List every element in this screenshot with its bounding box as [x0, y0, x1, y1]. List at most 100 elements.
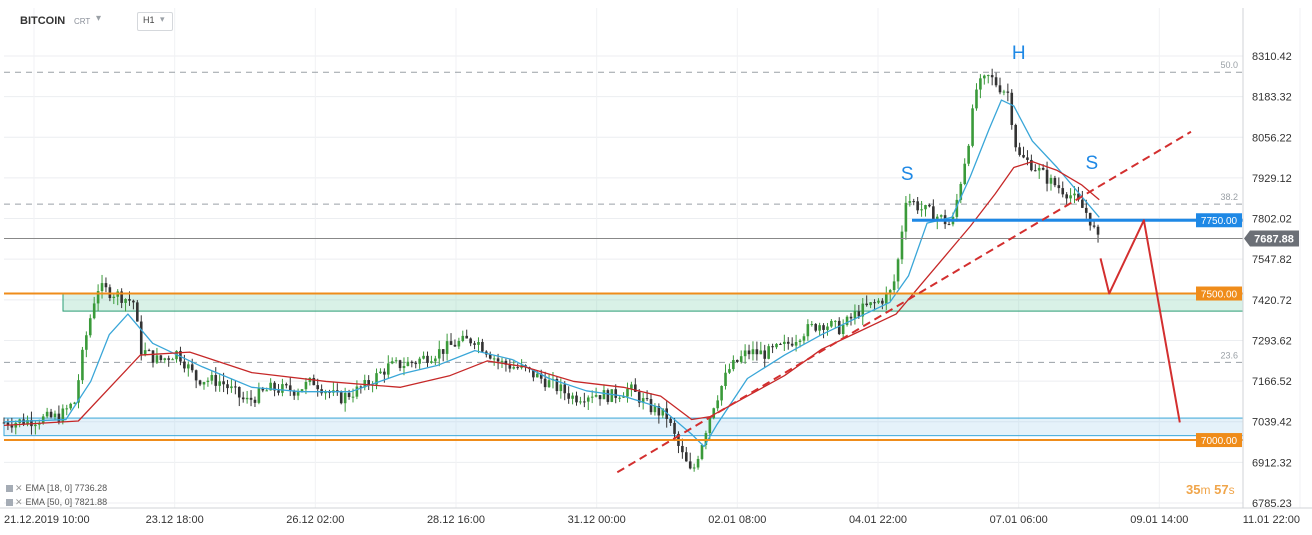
- y-tick-label: 6785.23: [1252, 498, 1292, 510]
- candle-body: [394, 360, 398, 362]
- candle-body: [888, 290, 892, 294]
- candle-body: [481, 341, 484, 352]
- candle-body: [810, 324, 814, 326]
- symbol-label[interactable]: BITCOIN: [20, 15, 66, 27]
- candle-body: [183, 361, 186, 369]
- y-tick-label: 8056.22: [1252, 132, 1292, 144]
- x-tick-label: 31.12 00:00: [568, 514, 626, 526]
- candle-body: [469, 338, 472, 344]
- candle-body: [375, 373, 378, 385]
- candle-body: [641, 398, 645, 403]
- candle-body: [983, 75, 986, 79]
- candle-body: [653, 406, 657, 413]
- candle-body: [10, 425, 14, 428]
- candle-body: [163, 358, 167, 361]
- candle-body: [971, 108, 974, 146]
- candle-body: [402, 365, 406, 369]
- candle-body: [390, 361, 394, 364]
- candle-body: [830, 320, 833, 327]
- candle-body: [606, 390, 610, 402]
- indicator-label: EMA [50, 0] 7821.88: [25, 497, 108, 507]
- candle-body: [1022, 154, 1025, 158]
- candle-body: [634, 384, 637, 392]
- candle-body: [802, 336, 806, 341]
- candle-body: [884, 293, 888, 304]
- indicator-ema18[interactable]: ✕ EMA [18, 0] 7736.28: [6, 483, 107, 494]
- candle-body: [877, 300, 880, 303]
- candle-body: [786, 341, 790, 344]
- candle-body: [73, 402, 76, 404]
- fib-level-label: 50.0: [1220, 60, 1238, 70]
- x-tick-label: 04.01 22:00: [849, 514, 907, 526]
- candle-body: [598, 395, 602, 400]
- current-price-tag: 7687.88: [1244, 230, 1299, 247]
- candle-body: [916, 201, 919, 211]
- timeframe-select[interactable]: H1 ▾: [137, 12, 173, 31]
- candle-body: [755, 349, 759, 355]
- feed-label[interactable]: CRT: [74, 17, 91, 26]
- settings-icon[interactable]: [6, 499, 13, 507]
- horizontal-lines[interactable]: 7750.00 7500.00 7000.00: [4, 213, 1243, 448]
- candle-body: [841, 324, 845, 335]
- current-price-label: 7687.88: [1254, 233, 1294, 245]
- timeframe-label: H1: [143, 15, 155, 25]
- candle-body: [159, 355, 163, 361]
- level-tag-label: 7500.00: [1201, 290, 1238, 301]
- countdown-minutes: 35: [1186, 482, 1201, 497]
- candle-body: [900, 231, 904, 260]
- candle-body: [194, 370, 198, 381]
- indicator-ema50[interactable]: ✕ EMA [50, 0] 7821.88: [6, 497, 107, 508]
- candle-body: [190, 364, 194, 371]
- candle-body: [669, 418, 672, 423]
- candle-body: [500, 360, 504, 362]
- candle-body: [418, 358, 421, 364]
- y-tick-label: 8310.42: [1252, 51, 1292, 63]
- candle-body: [398, 360, 402, 369]
- candle-body: [626, 388, 629, 397]
- settings-icon[interactable]: [6, 485, 13, 493]
- candle-body: [673, 422, 676, 434]
- feed-dropdown-icon[interactable]: ▾: [96, 13, 102, 24]
- candle-body: [296, 392, 300, 396]
- candle-body: [53, 413, 57, 418]
- candle-body: [896, 259, 900, 282]
- candle-body: [724, 372, 727, 387]
- candle-body: [822, 325, 825, 330]
- candle-body: [261, 388, 265, 391]
- candle-body: [61, 408, 65, 423]
- candle-body: [449, 341, 453, 345]
- candle-body: [739, 356, 743, 362]
- close-icon[interactable]: ✕: [15, 483, 23, 493]
- candle-body: [136, 302, 139, 322]
- candle-body: [1096, 226, 1100, 235]
- current-price-tag-bg: [1244, 230, 1299, 247]
- candle-body: [512, 367, 516, 369]
- candle-body: [747, 350, 751, 355]
- candle-body: [1092, 225, 1096, 227]
- candle-body: [202, 382, 206, 385]
- candle-body: [939, 215, 943, 217]
- candle-body: [728, 369, 731, 373]
- candle-body: [1041, 167, 1045, 170]
- candle-body: [1053, 177, 1057, 186]
- close-icon[interactable]: ✕: [15, 497, 23, 507]
- candle-body: [967, 145, 970, 164]
- candle-body: [790, 343, 794, 346]
- candle-body: [132, 300, 135, 303]
- x-tick-label: 26.12 02:00: [286, 514, 344, 526]
- candle-body: [543, 378, 547, 388]
- candle-body: [704, 433, 708, 445]
- ema-lines: [3, 99, 1100, 448]
- candle-body: [288, 385, 292, 392]
- level-tag-label: 7750.00: [1201, 216, 1238, 227]
- candle-body: [249, 397, 253, 400]
- candle-body: [171, 359, 174, 361]
- candle-body: [994, 77, 998, 86]
- candle-body: [904, 202, 908, 232]
- candle-body: [234, 386, 237, 388]
- candle-body: [535, 373, 539, 378]
- candle-body: [45, 411, 49, 417]
- candle-body: [571, 395, 574, 399]
- drawings[interactable]: S H S: [616, 43, 1192, 474]
